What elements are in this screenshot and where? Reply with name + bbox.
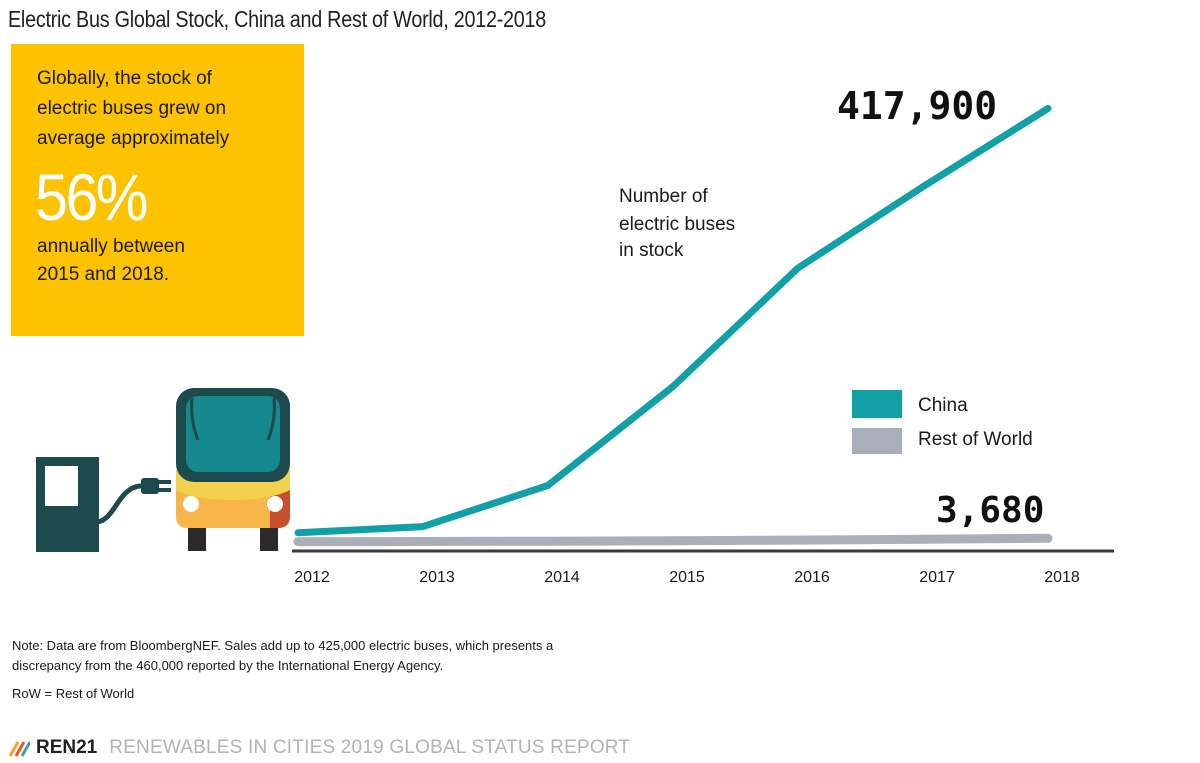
series-line-china: [294, 105, 1052, 537]
row-end-label: 3,680: [936, 490, 1044, 531]
callout-line-4: annually between: [37, 236, 185, 257]
legend-swatch-row: [852, 428, 902, 454]
x-tick-label: 2015: [669, 569, 705, 586]
callout-box: Globally, the stock of electric buses gr…: [11, 44, 304, 336]
callout-line-5: 2015 and 2018.: [37, 264, 170, 285]
electric-bus-icon: [176, 388, 290, 551]
china-end-label: 417,900: [837, 84, 997, 128]
footer-brand: REN21: [36, 737, 98, 758]
footer: REN21 RENEWABLES IN CITIES 2019 GLOBAL S…: [8, 737, 630, 759]
note-line-1: Note: Data are from BloombergNEF. Sales …: [12, 638, 554, 653]
x-tick-label: 2018: [1044, 569, 1080, 586]
axis-label-line-2: electric buses: [619, 214, 735, 235]
legend-label-china: China: [918, 395, 968, 416]
legend-label-row: Rest of World: [918, 429, 1033, 450]
x-tick-label: 2013: [419, 569, 455, 586]
footer-report-title: RENEWABLES IN CITIES 2019 GLOBAL STATUS …: [109, 737, 631, 758]
series-line-rest-of-world: [293, 533, 1053, 547]
axis-label-line-3: in stock: [619, 240, 684, 261]
ren21-logo-icon: [8, 741, 30, 757]
axis-label-line-1: Number of: [619, 186, 708, 207]
note-line-3: RoW = Rest of World: [12, 686, 135, 701]
x-tick-label: 2016: [794, 569, 830, 586]
callout-highlight: 56%: [35, 160, 149, 234]
legend-swatch-china: [852, 390, 902, 418]
x-tick-label: 2014: [544, 569, 580, 586]
charging-station-icon: [36, 457, 171, 552]
chart: 2012 2013 2014 2015 2016 2017 2018 Number of e…: [36, 84, 1114, 586]
callout-line-2: electric buses grew on: [37, 98, 227, 119]
callout-line-3: average approximately: [37, 128, 230, 149]
x-tick-label: 2017: [919, 569, 955, 586]
note-line-2: discrepancy from the 460,000 reported by…: [12, 658, 444, 673]
chart-title: Electric Bus Global Stock, China and Res…: [8, 6, 547, 32]
callout-line-1: Globally, the stock of: [37, 68, 212, 89]
x-tick-label: 2012: [294, 569, 330, 586]
